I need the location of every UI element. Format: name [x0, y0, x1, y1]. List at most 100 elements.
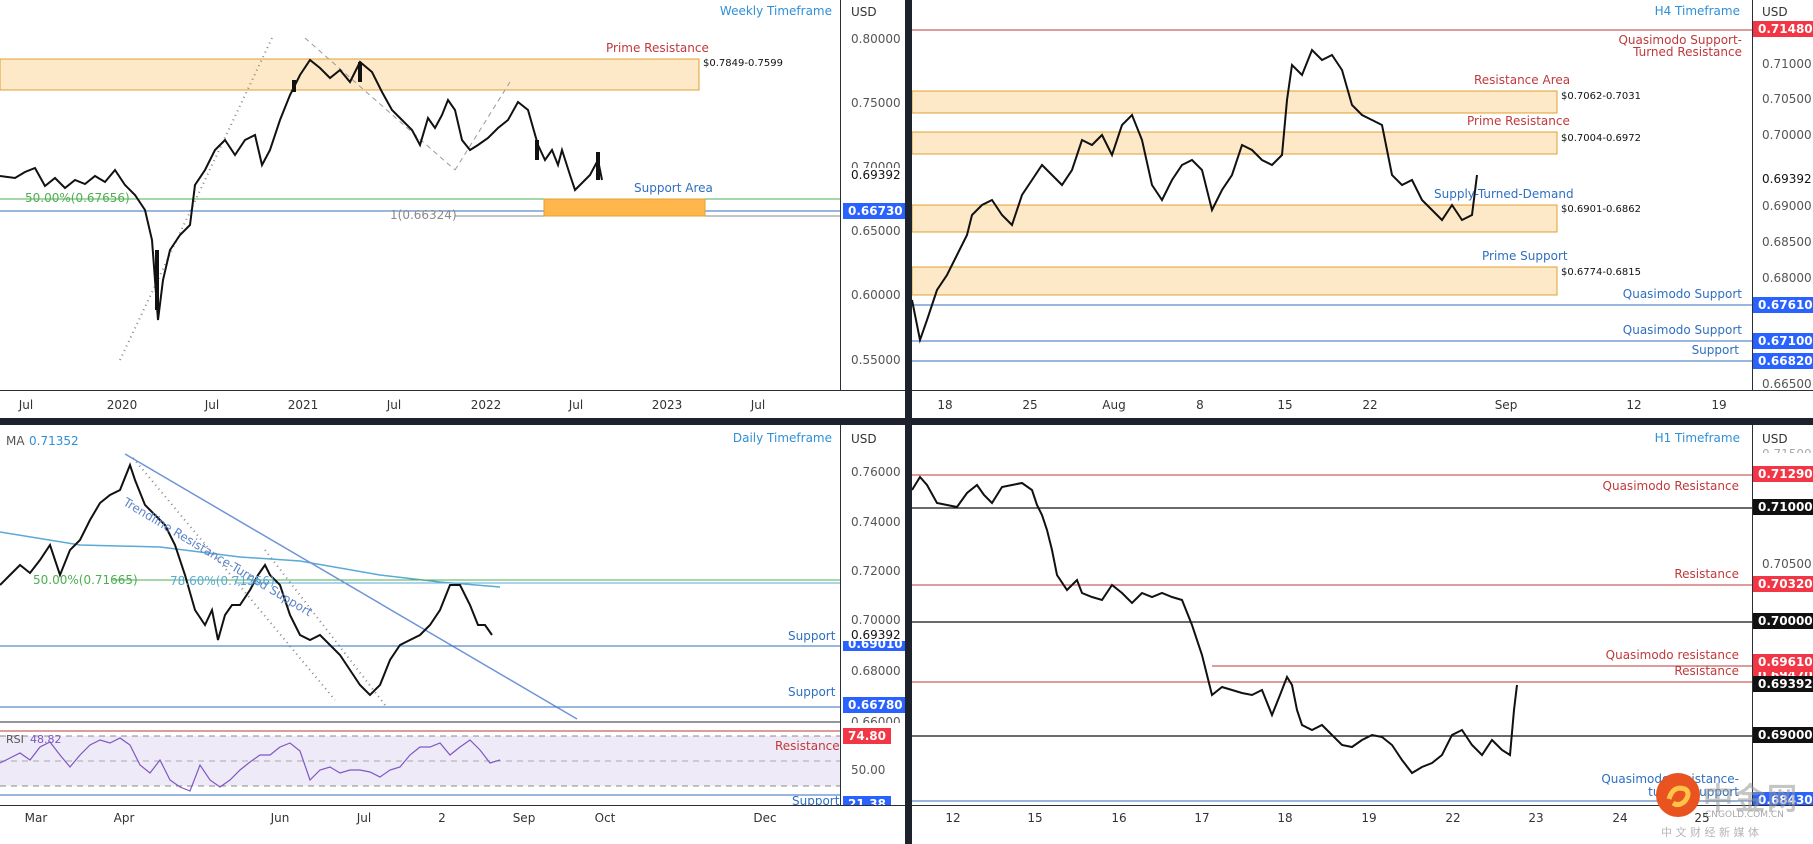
- h1-qm-resistance-badge: 0.71290: [1753, 466, 1813, 482]
- h4-xtick: 19: [1711, 398, 1727, 412]
- daily-support-2-badge: 0.66780: [843, 697, 905, 713]
- weekly-ytick: 0.65000: [851, 224, 901, 238]
- h1-qm-res-turned-support-badge: 0.68430: [1753, 792, 1813, 808]
- weekly-xtick: 2020: [106, 398, 138, 412]
- h4-qm-support-2-label: Quasimodo Support: [1622, 323, 1742, 337]
- daily-title: Daily Timeframe: [732, 431, 832, 445]
- h4-qm-support-1-label: Quasimodo Support: [1622, 287, 1742, 301]
- h4-ytick: 0.66500: [1762, 377, 1812, 389]
- h1-xtick: 15: [1027, 811, 1043, 825]
- h4-plot[interactable]: [912, 0, 1752, 390]
- daily-ma-value: 0.71352: [29, 434, 79, 448]
- h4-resistance-area-label: Resistance Area: [1474, 73, 1571, 87]
- rsi-ytick: 50.00: [851, 763, 886, 777]
- h4-ytick: 0.68500: [1762, 235, 1812, 249]
- daily-support-1-badge: 0.69010: [843, 641, 905, 651]
- h4-xtick: 8: [1196, 398, 1204, 412]
- rsi-value: 48.82: [30, 733, 62, 746]
- h1-round-071-badge: 0.71000: [1753, 499, 1813, 515]
- h4-time-axis[interactable]: 18 25 Aug 8 15 22 Sep 12 19: [912, 390, 1813, 418]
- h4-prime-resistance-range: $0.7004-0.6972: [1561, 133, 1641, 144]
- weekly-xtick: Jul: [18, 398, 34, 412]
- h4-support-label: Support: [1691, 343, 1739, 357]
- daily-ytick: 0.72000: [851, 564, 901, 578]
- h4-prime-support-range: $0.6774-0.6815: [1561, 267, 1641, 278]
- h1-price-axis[interactable]: USD 0.71500 0.71290 0.71000 0.70500 0.70…: [1752, 425, 1813, 808]
- h4-xtick: Sep: [1494, 398, 1518, 412]
- h4-prime-support-label: Prime Support: [1482, 249, 1568, 263]
- weekly-ytick: 0.75000: [851, 96, 901, 110]
- h1-panel: H1 Timeframe Quasimodo Resistance Resist…: [912, 425, 1813, 844]
- h4-qm-turned-res-label-2: Turned Resistance: [1633, 45, 1742, 59]
- h4-qm-turned-res-label-1: Quasimodo Support-: [1618, 33, 1742, 47]
- h1-qm-resistance-2-badge: 0.69610: [1753, 654, 1813, 675]
- weekly-ytick: 0.60000: [851, 288, 901, 302]
- daily-xtick: Sep: [512, 811, 536, 825]
- h1-ytick: 0.71500: [1762, 447, 1812, 453]
- weekly-xtick: Jul: [568, 398, 584, 412]
- watermark: 中金网 CNGOLD.COM.CN 中 文 财 经 新 媒 体: [1655, 772, 1813, 844]
- h1-xtick: 16: [1111, 811, 1127, 825]
- weekly-ytick: 0.70000: [851, 160, 901, 168]
- h1-current-price-badge: 0.69392: [1753, 676, 1813, 692]
- h1-resistance-badge: 0.70320: [1753, 576, 1813, 592]
- weekly-time-axis[interactable]: Jul 2020 Jul 2021 Jul 2022 Jul 2023 Jul: [0, 390, 905, 418]
- weekly-panel: Weekly Timeframe Prime Resistance $0.784…: [0, 0, 905, 418]
- rsi-support-label: Support: [792, 794, 840, 808]
- h4-ytick: 0.70500: [1762, 92, 1812, 106]
- weekly-title: Weekly Timeframe: [719, 4, 832, 18]
- h1-time-axis[interactable]: 12 15 16 17 18 19 22 23 24 25: [912, 805, 1813, 844]
- h1-title: H1 Timeframe: [1654, 431, 1740, 445]
- rsi-label: RSI: [6, 733, 24, 746]
- weekly-current-price: 0.69392: [851, 168, 901, 182]
- h1-qm-resistance-label: Quasimodo Resistance: [1602, 479, 1739, 493]
- daily-time-axis[interactable]: Mar Apr Jun Jul 2 Sep Oct Dec: [0, 805, 905, 844]
- weekly-ytick: 0.80000: [851, 32, 901, 46]
- h4-price-axis[interactable]: USD 0.71480 0.71000 0.70500 0.70000 0.69…: [1752, 0, 1813, 390]
- weekly-fib50-label: 50.00%(0.67656): [25, 191, 130, 205]
- daily-xtick: Mar: [24, 811, 48, 825]
- h4-xtick: 18: [937, 398, 953, 412]
- h4-xtick: 22: [1362, 398, 1378, 412]
- daily-panel: Daily Timeframe MA 0.71352 Trendline Res…: [0, 425, 905, 844]
- weekly-xtick: 2023: [651, 398, 683, 412]
- weekly-plot[interactable]: [0, 0, 840, 390]
- h1-plot[interactable]: [912, 425, 1752, 805]
- daily-price-axis[interactable]: USD 0.76000 0.74000 0.72000 0.70000 0.69…: [840, 425, 905, 812]
- h1-resistance-label: Resistance: [1674, 567, 1739, 581]
- rsi-resistance-badge: 74.80: [843, 728, 891, 744]
- h1-xtick: 18: [1277, 811, 1293, 825]
- daily-fib786-label: 78.60%(0.71556): [170, 574, 275, 588]
- daily-fib50-label: 50.00%(0.71665): [33, 573, 138, 587]
- h4-support-badge: 0.66820: [1753, 353, 1813, 369]
- h1-xtick: 12: [945, 811, 961, 825]
- h4-ytick: 0.68000: [1762, 271, 1812, 285]
- daily-ma-label: MA: [6, 434, 25, 448]
- h1-round-070-badge: 0.70000: [1753, 613, 1813, 629]
- daily-ytick: 0.76000: [851, 465, 901, 479]
- brand-tagline: 中 文 财 经 新 媒 体: [1661, 826, 1759, 839]
- weekly-xtick: Jul: [204, 398, 220, 412]
- daily-plot[interactable]: [0, 425, 840, 805]
- h1-xtick: 22: [1445, 811, 1461, 825]
- daily-xtick: Apr: [113, 811, 135, 825]
- daily-xtick: Oct: [594, 811, 616, 825]
- h1-xtick: 24: [1612, 811, 1628, 825]
- weekly-support-badge: 0.66730: [843, 203, 905, 219]
- h4-currency: USD: [1762, 5, 1788, 19]
- brand-logo-icon: [1656, 773, 1700, 817]
- weekly-currency: USD: [851, 5, 877, 19]
- weekly-xtick: 2022: [470, 398, 502, 412]
- daily-support-2-label: Support: [788, 685, 836, 699]
- h4-xtick: 12: [1626, 398, 1642, 412]
- weekly-prime-resistance-range: $0.7849-0.7599: [703, 58, 783, 69]
- weekly-price-axis[interactable]: USD 0.80000 0.75000 0.70000 0.69392 0.66…: [840, 0, 905, 390]
- h4-title: H4 Timeframe: [1654, 4, 1740, 18]
- h4-prime-resistance-label: Prime Resistance: [1467, 114, 1570, 128]
- h4-xtick: 15: [1277, 398, 1293, 412]
- daily-ytick: 0.66000: [851, 715, 901, 723]
- daily-ytick: 0.74000: [851, 515, 901, 529]
- h1-currency: USD: [1762, 432, 1788, 446]
- h1-xtick: 25: [1694, 811, 1710, 825]
- h4-supply-turned-demand-range: $0.6901-0.6862: [1561, 204, 1641, 215]
